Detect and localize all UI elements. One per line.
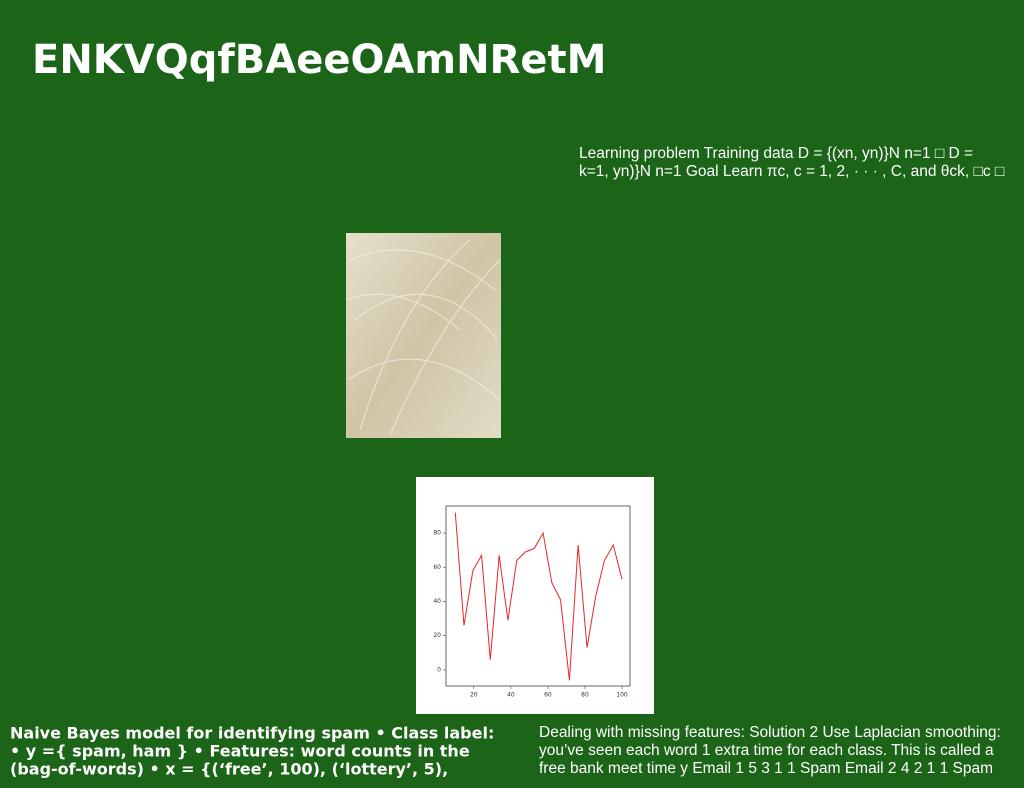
- title: ENKVQqfBAeeOAmNRetM: [32, 37, 606, 83]
- texture-image: [345, 233, 501, 438]
- plot-frame: [445, 505, 631, 687]
- x-tick-label: 100: [616, 692, 628, 699]
- text-line: free bank meet time y Email 1 5 3 1 1 Sp…: [539, 760, 993, 777]
- text-line: (bag-of-words) • x = {(‘free’, 100), (‘l…: [10, 760, 448, 779]
- data-line: [454, 512, 623, 681]
- text-line: Learning problem Training data D = {(xn,…: [579, 145, 973, 162]
- y-tick-label: 40: [433, 598, 441, 605]
- top-text: Learning problem Training data D = {(xn,…: [579, 145, 1005, 180]
- text-line: k=1, yn)}N n=1 Goal Learn πc, c = 1, 2, …: [579, 163, 1005, 180]
- image: [346, 233, 501, 438]
- x-tick-label: 20: [470, 692, 478, 699]
- bottom-left-text: Naive Bayes model for identifying spam •…: [10, 724, 494, 779]
- chart-image: [416, 477, 654, 714]
- x-tick-label: 40: [507, 692, 515, 699]
- text-line: Naive Bayes model for identifying spam •…: [10, 724, 494, 743]
- text-line: you’ve seen each word 1 extra time for e…: [539, 742, 994, 759]
- text-line: Dealing with missing features: Solution …: [539, 724, 1001, 741]
- y-tick-label: 20: [433, 632, 441, 639]
- texture-lines: [345, 239, 501, 436]
- bottom-right-text: Dealing with missing features: Solution …: [539, 724, 1001, 777]
- y-tick-label: 60: [433, 564, 441, 571]
- y-tick-label: 0: [437, 666, 441, 673]
- x-tick-label: 60: [544, 692, 552, 699]
- x-tick-label: 80: [581, 692, 589, 699]
- text-line: • y ={ spam, ham } • Features: word coun…: [10, 742, 470, 761]
- y-tick-label: 80: [433, 530, 441, 537]
